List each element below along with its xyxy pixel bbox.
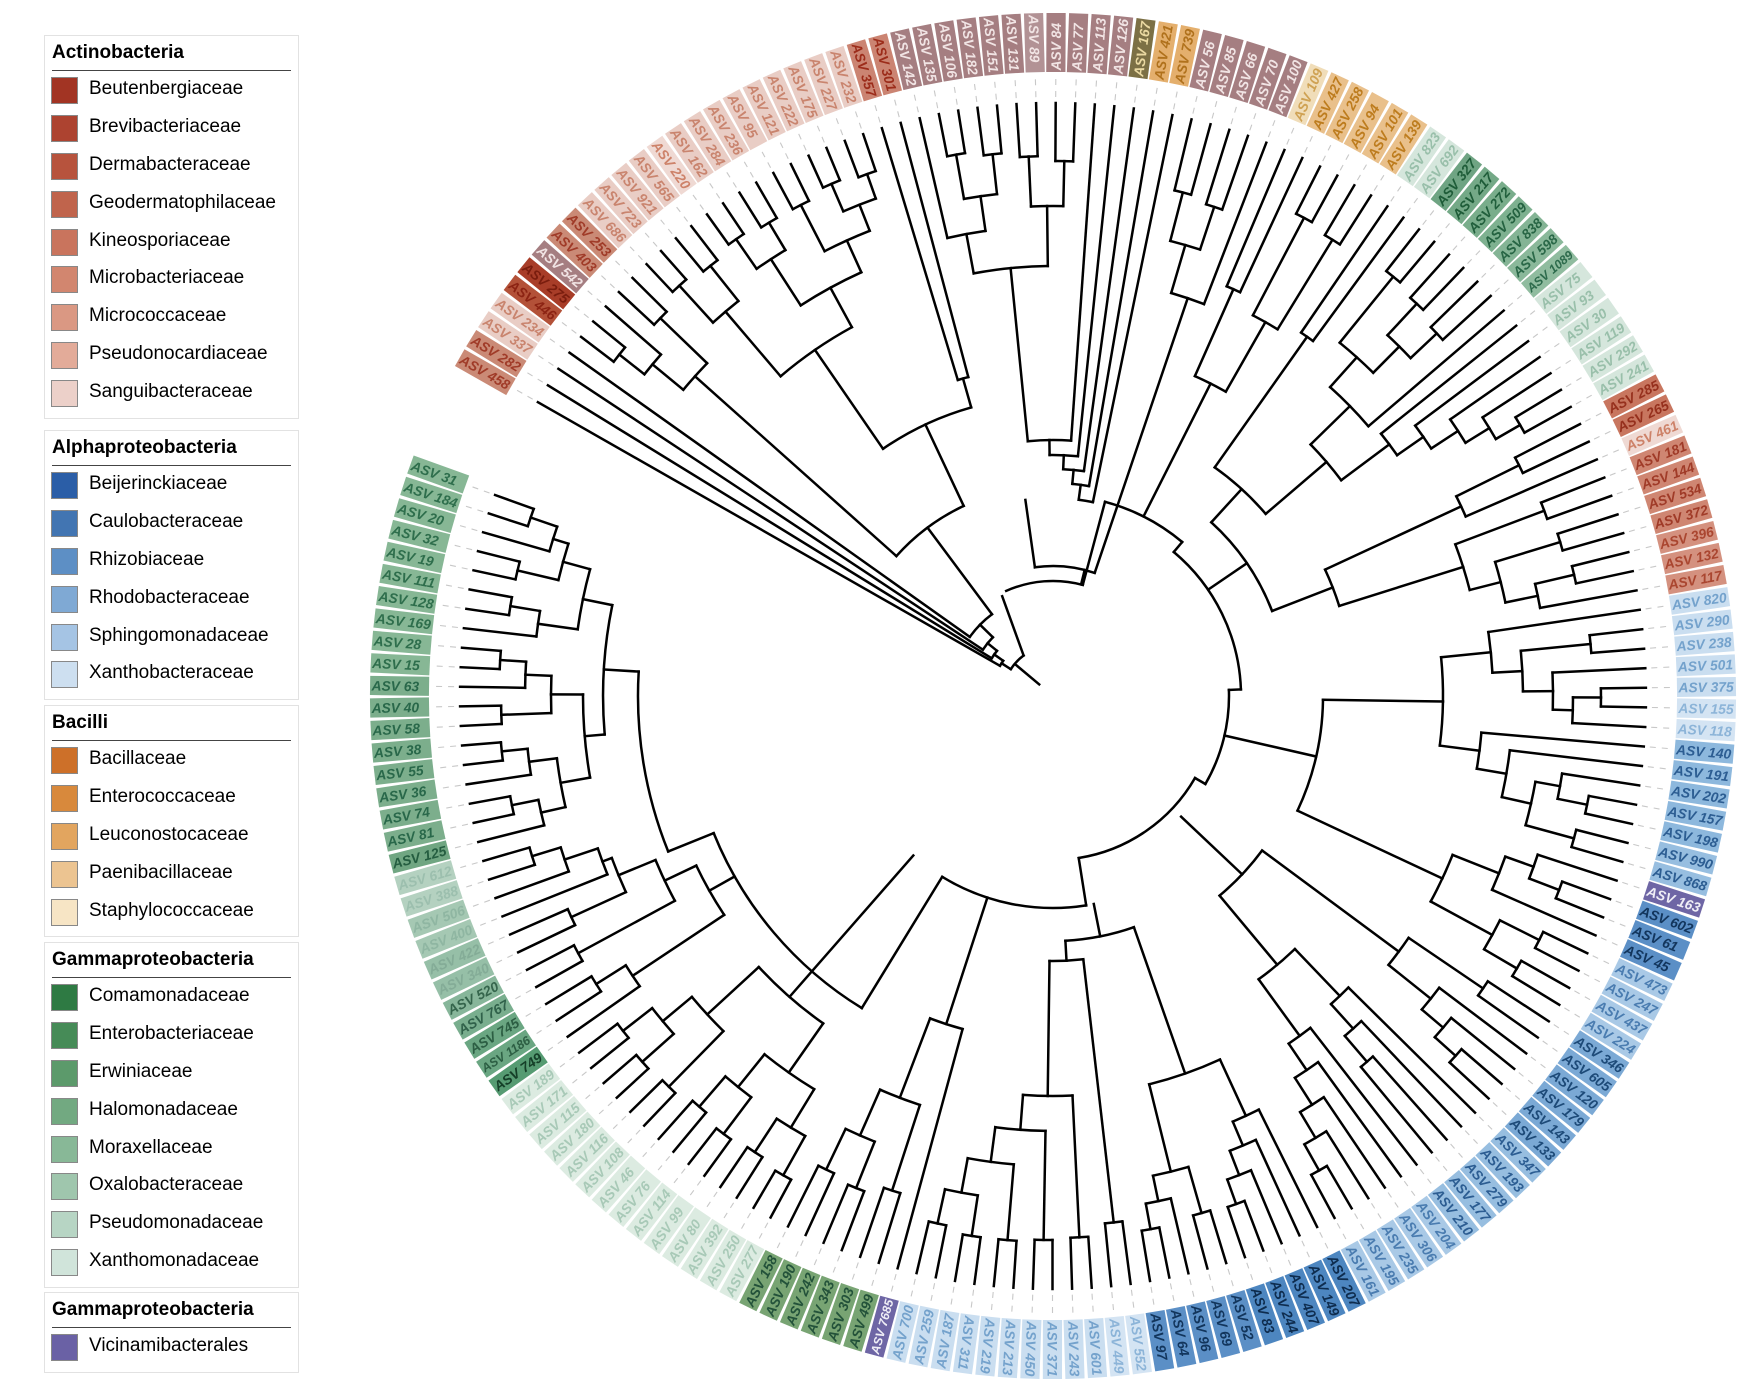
svg-text:ASV 219: ASV 219 — [977, 1317, 998, 1375]
svg-text:ASV 238: ASV 238 — [1675, 635, 1733, 654]
svg-text:ASV 601: ASV 601 — [1086, 1319, 1105, 1376]
svg-text:ASV 552: ASV 552 — [1127, 1314, 1149, 1372]
svg-text:ASV 36: ASV 36 — [377, 784, 428, 806]
svg-text:ASV 89: ASV 89 — [1026, 14, 1042, 63]
svg-text:ASV 126: ASV 126 — [1111, 18, 1132, 76]
svg-text:ASV 113: ASV 113 — [1090, 17, 1109, 73]
svg-text:ASV 243: ASV 243 — [1065, 1320, 1082, 1377]
svg-text:ASV 28: ASV 28 — [372, 633, 422, 652]
svg-text:ASV 63: ASV 63 — [370, 678, 419, 694]
svg-text:ASV 77: ASV 77 — [1069, 22, 1086, 72]
svg-text:ASV 15: ASV 15 — [371, 656, 421, 673]
svg-text:ASV 55: ASV 55 — [374, 763, 424, 784]
svg-text:ASV 371: ASV 371 — [1044, 1320, 1059, 1376]
svg-text:ASV 191: ASV 191 — [1672, 763, 1730, 785]
svg-text:ASV 131: ASV 131 — [1003, 14, 1021, 71]
svg-text:ASV 155: ASV 155 — [1677, 701, 1734, 717]
svg-text:ASV 140: ASV 140 — [1675, 742, 1733, 762]
svg-text:ASV 151: ASV 151 — [981, 16, 1001, 73]
svg-text:ASV 118: ASV 118 — [1676, 722, 1732, 740]
svg-text:ASV 450: ASV 450 — [1022, 1320, 1039, 1377]
svg-text:ASV 182: ASV 182 — [958, 18, 980, 76]
svg-text:ASV 84: ASV 84 — [1049, 23, 1064, 72]
svg-text:ASV 38: ASV 38 — [372, 742, 422, 761]
svg-text:ASV 375: ASV 375 — [1677, 680, 1734, 696]
svg-text:ASV 501: ASV 501 — [1676, 657, 1733, 675]
svg-text:ASV 213: ASV 213 — [999, 1319, 1018, 1376]
svg-text:ASV 40: ASV 40 — [370, 700, 419, 716]
svg-text:ASV 311: ASV 311 — [955, 1314, 977, 1371]
svg-text:ASV 449: ASV 449 — [1106, 1317, 1126, 1375]
svg-text:ASV 58: ASV 58 — [371, 721, 421, 738]
svg-text:ASV 290: ASV 290 — [1673, 612, 1731, 633]
svg-text:ASV 169: ASV 169 — [374, 611, 432, 632]
